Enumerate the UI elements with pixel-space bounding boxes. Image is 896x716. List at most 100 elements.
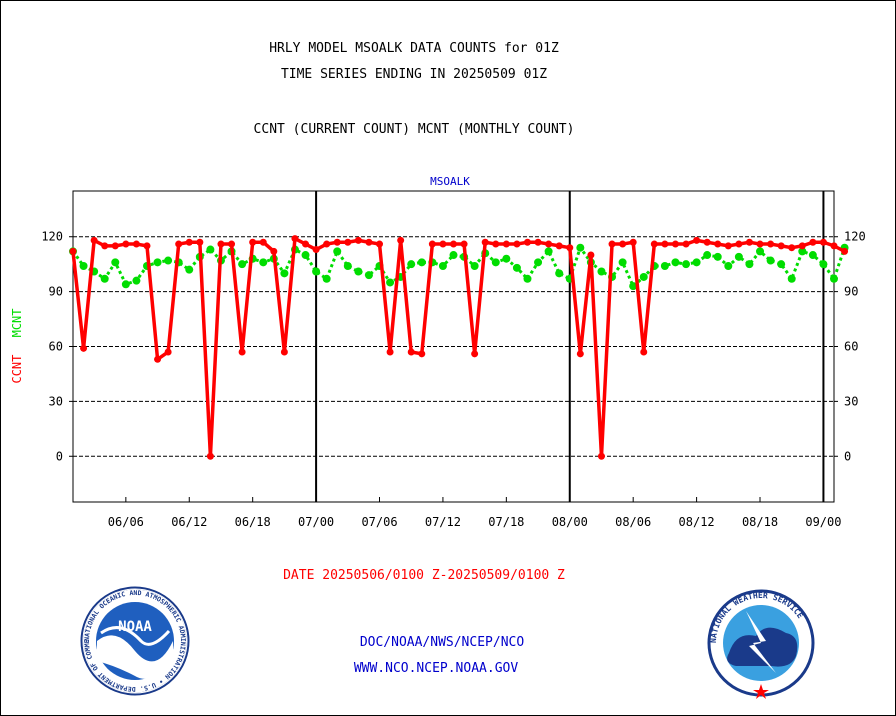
- ccnt-point: [819, 238, 827, 246]
- mcnt-point: [417, 258, 426, 267]
- ccnt-point: [777, 242, 785, 250]
- ccnt-point: [90, 236, 98, 244]
- ccnt-point: [154, 355, 162, 363]
- ccnt-point: [280, 348, 288, 356]
- ccnt-point: [513, 240, 521, 248]
- mcnt-point: [386, 278, 395, 287]
- mcnt-point: [132, 276, 141, 285]
- ccnt-point: [354, 236, 362, 244]
- ccnt-point: [608, 240, 616, 248]
- mcnt-point: [692, 258, 701, 267]
- ccnt-point: [492, 240, 500, 248]
- mcnt-point: [830, 274, 838, 283]
- ccnt-point: [788, 244, 796, 252]
- mcnt-point: [819, 260, 828, 269]
- mcnt-point: [343, 262, 352, 271]
- ccnt-point: [703, 238, 711, 246]
- mcnt-point: [766, 256, 775, 265]
- ccnt-point: [471, 350, 479, 358]
- x-axis-ticks: [125, 497, 824, 502]
- mcnt-point: [121, 280, 130, 289]
- ccnt-point: [323, 240, 331, 248]
- mcnt-point: [206, 245, 215, 254]
- series-mcnt: [69, 243, 849, 291]
- website-link[interactable]: WWW.NCO.NCEP.NOAA.GOV: [354, 661, 519, 676]
- ccnt-point: [523, 238, 531, 246]
- mcnt-point: [312, 267, 321, 276]
- ccnt-point: [69, 247, 77, 255]
- ccnt-point: [132, 240, 140, 248]
- ccnt-point: [798, 242, 806, 250]
- y-axis-left-labels: 0 30 60 90 120: [41, 230, 63, 464]
- y-axis-label-ccnt: CCNT: [10, 355, 24, 384]
- mcnt-point: [185, 265, 194, 274]
- noaa-logo-text: NOAA: [118, 619, 152, 635]
- ccnt-point: [397, 236, 405, 244]
- x-tick-label: 08/00: [552, 515, 588, 529]
- ccnt-point: [418, 350, 426, 358]
- mcnt-point: [745, 260, 754, 269]
- ccnt-point: [502, 240, 510, 248]
- ccnt-point: [175, 240, 183, 248]
- y-tick-label-right: 60: [844, 340, 858, 354]
- mcnt-point: [238, 260, 247, 269]
- ccnt-point: [756, 240, 764, 248]
- ccnt-point: [386, 348, 394, 356]
- ccnt-point: [344, 238, 352, 246]
- mcnt-point: [777, 260, 786, 269]
- mcnt-point: [808, 251, 817, 260]
- header-subtitle: CCNT (CURRENT COUNT) MCNT (MONTHLY COUNT…: [254, 122, 575, 137]
- ccnt-point: [333, 238, 341, 246]
- y-axis-right-labels: 0 30 60 90 120: [844, 230, 866, 464]
- ccnt-point: [259, 238, 267, 246]
- ccnt-point: [270, 247, 278, 255]
- ccnt-point: [249, 238, 257, 246]
- mcnt-point: [259, 258, 268, 267]
- ccnt-point: [714, 240, 722, 248]
- ccnt-point: [185, 238, 193, 246]
- ccnt-point: [841, 247, 849, 255]
- ccnt-point: [555, 242, 563, 250]
- ccnt-point: [545, 240, 553, 248]
- mcnt-point: [280, 269, 289, 278]
- mcnt-point: [639, 272, 648, 281]
- mcnt-point: [629, 282, 638, 291]
- ccnt-point: [228, 240, 236, 248]
- ccnt-point: [80, 344, 88, 352]
- mcnt-point: [100, 274, 109, 283]
- ccnt-point: [302, 240, 310, 248]
- ccnt-point: [312, 246, 320, 254]
- org-link[interactable]: DOC/NOAA/NWS/NCEP/NCO: [360, 635, 525, 650]
- mcnt-point: [470, 262, 479, 271]
- x-tick-label: 07/12: [425, 515, 461, 529]
- y-axis-label-mcnt: MCNT: [10, 308, 24, 337]
- mcnt-point: [787, 274, 796, 283]
- mcnt-point: [597, 267, 606, 276]
- mcnt-point: [491, 258, 500, 267]
- ccnt-point: [450, 240, 457, 248]
- ccnt-point: [206, 452, 214, 460]
- y-tick-label-left: 60: [49, 340, 63, 354]
- x-tick-label: 06/18: [235, 515, 271, 529]
- x-tick-label: 07/18: [488, 515, 524, 529]
- ccnt-point: [534, 238, 542, 246]
- noaa-logo: NATIONAL OCEANIC AND ATMOSPHERIC ADMINIS…: [1, 1, 190, 696]
- ccnt-point: [122, 240, 130, 248]
- ccnt-point: [376, 240, 384, 248]
- ccnt-point: [671, 240, 679, 248]
- x-tick-label: 07/00: [298, 515, 334, 529]
- ccnt-point: [481, 238, 489, 246]
- noaa-ring-text: NATIONAL OCEANIC AND ATMOSPHERIC ADMINIS…: [1, 1, 187, 693]
- mcnt-point: [724, 262, 733, 271]
- mcnt-point: [301, 251, 310, 260]
- ccnt-point: [460, 240, 468, 248]
- ccnt-point: [238, 348, 246, 356]
- mcnt-point: [79, 262, 88, 271]
- mcnt-point: [523, 274, 532, 283]
- chart-title: MSOALK: [430, 175, 470, 188]
- mcnt-point: [364, 271, 373, 280]
- ccnt-point: [407, 348, 415, 356]
- mcnt-point: [798, 247, 807, 256]
- ccnt-point: [365, 238, 373, 246]
